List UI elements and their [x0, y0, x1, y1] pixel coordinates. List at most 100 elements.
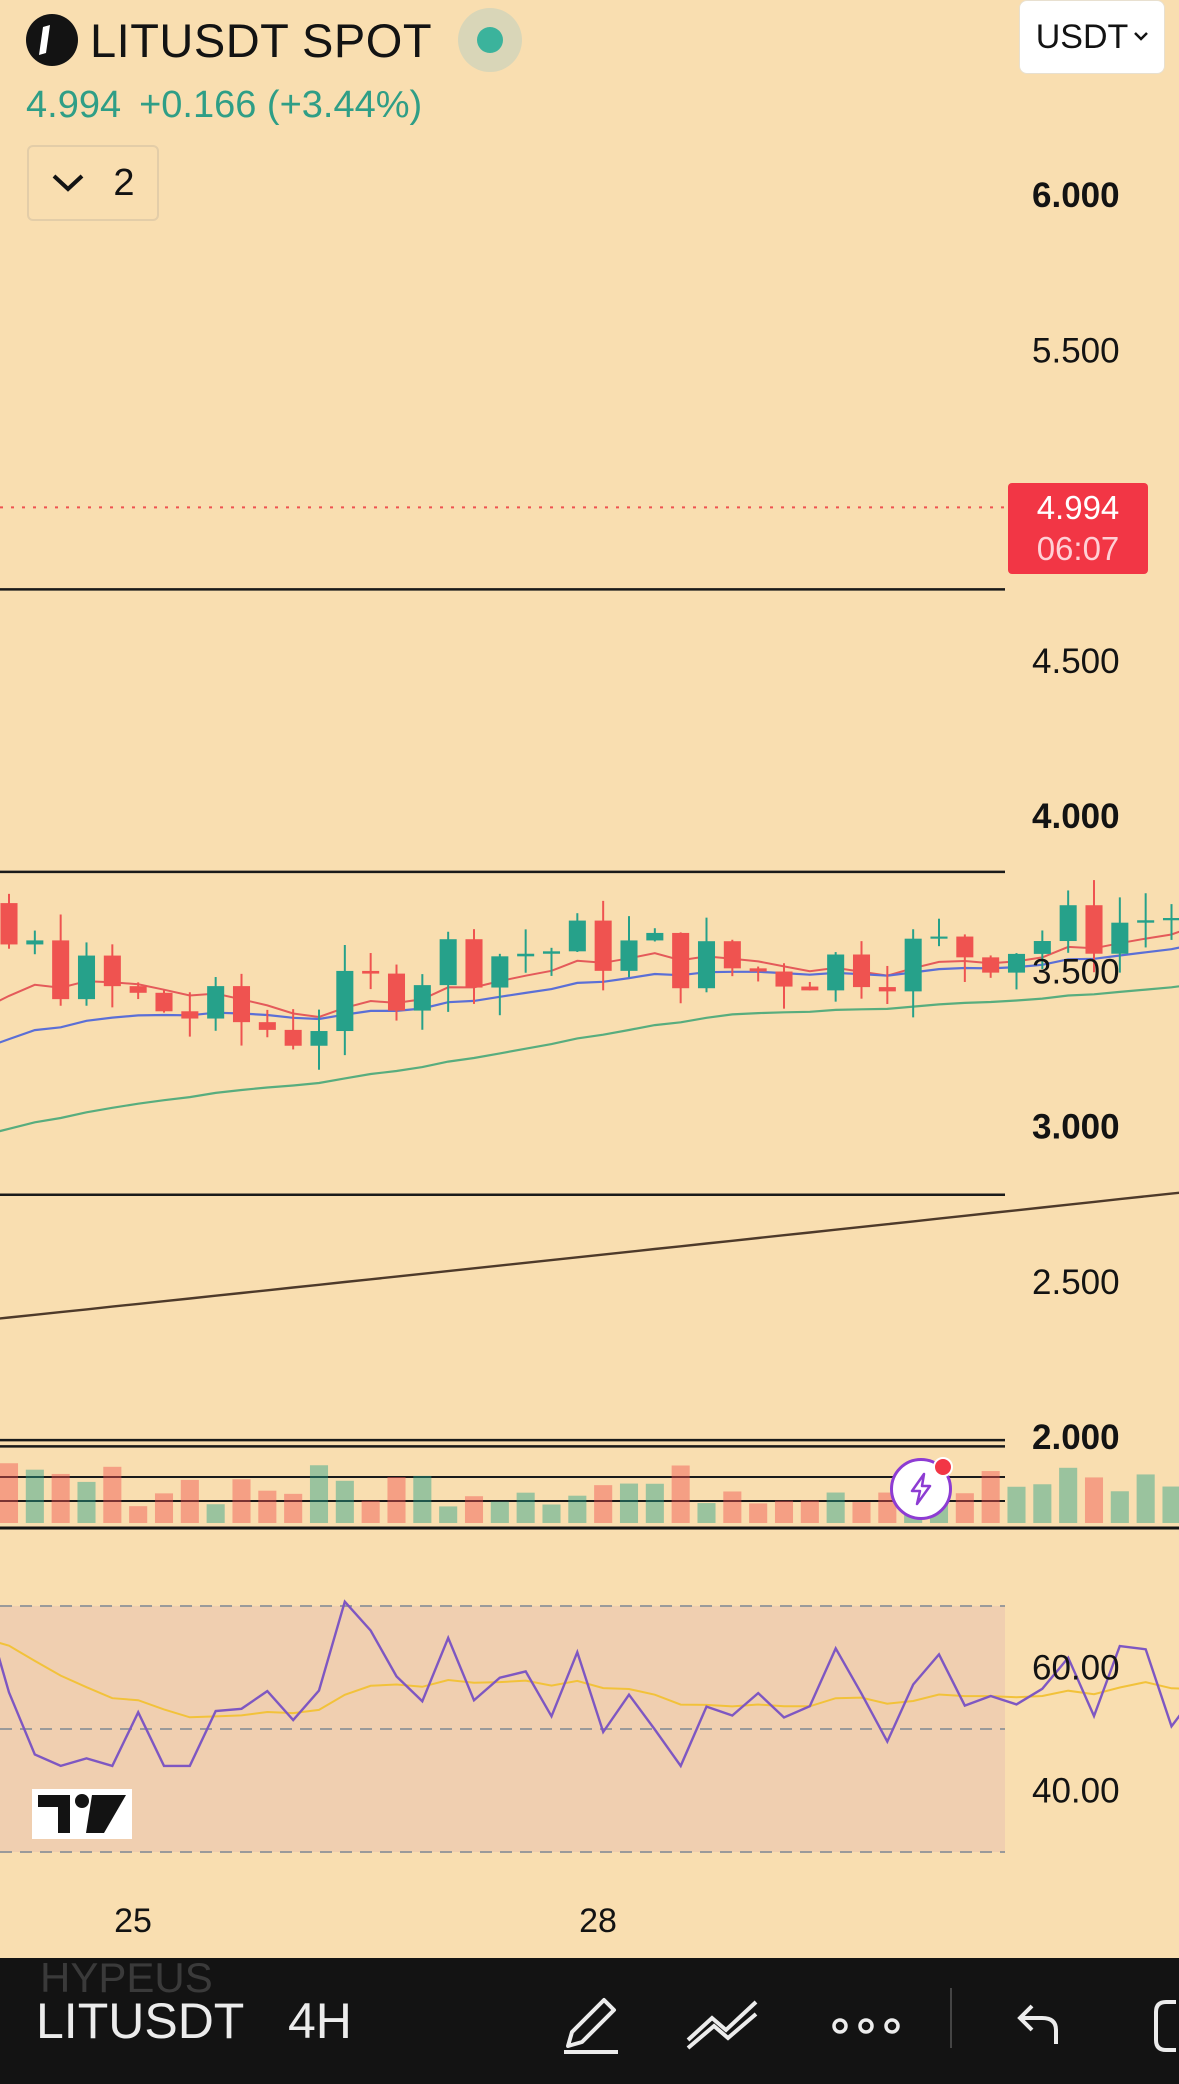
ticker-button[interactable]: LITUSDT: [36, 1993, 245, 2049]
price-tag-value: 4.994: [1036, 489, 1120, 526]
volume-bar: [852, 1502, 871, 1523]
candle-body: [491, 956, 509, 988]
candle-body: [26, 940, 44, 945]
candle-body: [801, 986, 819, 991]
rsi-ma-line: [0, 1642, 1179, 1719]
lightning-icon[interactable]: [890, 1458, 952, 1520]
volume-bar: [154, 1493, 174, 1523]
candle-body: [775, 971, 793, 987]
volume-bar: [981, 1471, 1000, 1523]
volume-bar: [180, 1479, 199, 1523]
volume-bar: [697, 1503, 716, 1523]
candle-body: [258, 1022, 276, 1030]
candle-body: [284, 1029, 302, 1046]
candle-body: [103, 955, 121, 987]
candle-body: [723, 941, 741, 969]
rsi-axis-label: 60.00: [1032, 1649, 1120, 1688]
tradingview-logo-icon[interactable]: [30, 1785, 134, 1846]
interval-button[interactable]: 4H: [288, 1993, 352, 2049]
currency-select[interactable]: USDT: [1019, 0, 1165, 74]
price-axis-label: 2.000: [1032, 1418, 1120, 1457]
candle-body: [852, 954, 871, 988]
candle-body: [336, 970, 354, 1032]
price-axis-label: 6.000: [1032, 176, 1120, 215]
bottom-toolbar: HYPEUS LITUSDT 4H: [0, 1954, 1179, 2084]
chevron-down-icon: [53, 174, 84, 192]
volume-bar: [826, 1492, 845, 1523]
volume-bar: [749, 1503, 768, 1523]
candle-body: [749, 968, 767, 972]
trend-line-icon[interactable]: [684, 1988, 760, 2058]
litusdt-logo-icon: [26, 14, 78, 66]
moving-average-line: [0, 985, 1179, 1133]
candle-body: [1162, 918, 1179, 921]
candle-body: [904, 938, 922, 992]
candle-body: [1033, 941, 1051, 954]
volume-bar: [103, 1466, 122, 1523]
volume-bar: [723, 1491, 742, 1523]
volume-bar: [387, 1477, 406, 1523]
volume-bar: [335, 1480, 354, 1523]
volume-bar: [1059, 1467, 1078, 1523]
price-axis-label: 3.500: [1032, 952, 1120, 991]
rsi-line: [0, 1599, 1179, 1769]
candle-body: [646, 932, 664, 941]
indicators-toggle-button[interactable]: 2: [27, 145, 159, 221]
chevron-down-icon: [1134, 32, 1149, 41]
volume-bar: [594, 1485, 613, 1523]
price-axis-label: 5.500: [1032, 331, 1120, 370]
currency-label: USDT: [1035, 17, 1129, 56]
candle-body: [362, 970, 380, 974]
more-icon[interactable]: [830, 1988, 902, 2058]
price-axis-label: 2.500: [1032, 1263, 1120, 1302]
candle-body: [439, 939, 457, 986]
candle-body: [827, 954, 845, 991]
toolbar-divider: [950, 1988, 952, 2048]
candle-body: [1085, 905, 1103, 954]
candle-body: [982, 957, 1000, 973]
volume-bar: [309, 1465, 329, 1523]
volume-bar: [1007, 1486, 1026, 1523]
price-axis-label: 4.000: [1032, 797, 1120, 836]
previous-ticker: HYPEUS: [40, 1954, 213, 2001]
volume-bar: [542, 1504, 561, 1523]
candle-body: [517, 953, 535, 957]
volume-bar: [671, 1465, 690, 1523]
volume-bar: [1033, 1484, 1052, 1523]
candle-body: [1137, 920, 1155, 923]
fullscreen-icon[interactable]: [1146, 1988, 1179, 2058]
price-axis-label: 4.500: [1032, 642, 1120, 681]
volume-bar: [1084, 1477, 1104, 1523]
volume-bar: [645, 1483, 664, 1523]
undo-icon[interactable]: [1010, 1988, 1070, 2058]
candle-body: [930, 936, 948, 939]
last-price: 4.994: [26, 84, 122, 126]
candle-body: [77, 955, 96, 1000]
moving-average-line: [0, 1191, 1179, 1320]
candle-body: [697, 941, 716, 989]
pencil-icon[interactable]: [556, 1988, 626, 2058]
volume-bar: [25, 1469, 44, 1523]
time-axis-label: 25: [114, 1902, 152, 1940]
candle-body: [568, 920, 586, 952]
volume-bar: [129, 1506, 148, 1523]
volume-bar: [206, 1504, 225, 1523]
candle-body: [465, 939, 483, 988]
candle-body: [310, 1031, 328, 1046]
symbol-name[interactable]: LITUSDT SPOT: [90, 13, 433, 67]
price-quote: 4.994 +0.166 (+3.44%): [26, 84, 440, 127]
candle-body: [878, 987, 896, 992]
volume-bar: [619, 1483, 639, 1523]
candle-body: [52, 940, 70, 1000]
price-chart[interactable]: 6.000 5.500 4.500 4.000 3.500 3.000 2.500 2.000…: [0, 0, 1179, 1958]
volume-bar: [1110, 1491, 1129, 1523]
indicators-count: 2: [113, 161, 135, 204]
volume-bar: [284, 1493, 303, 1523]
market-status-icon[interactable]: [458, 8, 523, 72]
candle-body: [1007, 953, 1026, 973]
candle-body: [155, 992, 173, 1012]
symbol-header[interactable]: LITUSDT SPOT: [26, 8, 523, 72]
notification-dot: [933, 1457, 953, 1477]
rsi-axis-label: 40.00: [1032, 1772, 1120, 1811]
volume-bar: [413, 1475, 432, 1523]
